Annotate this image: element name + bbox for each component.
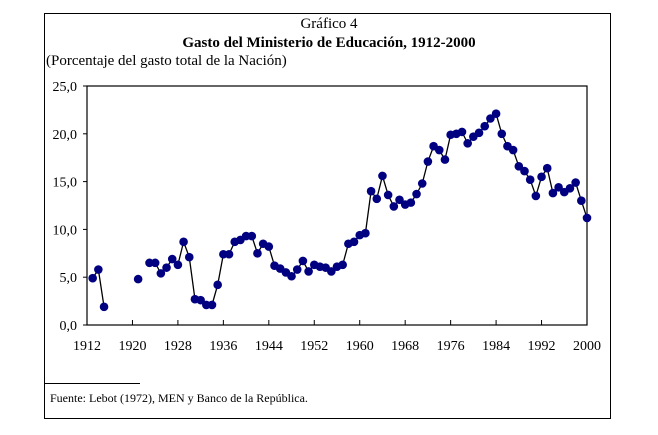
y-tick-label: 20,0 xyxy=(53,128,78,143)
x-tick-label: 1992 xyxy=(528,339,556,354)
series-line-segment xyxy=(149,112,588,306)
x-tick-label: 1944 xyxy=(255,339,283,354)
data-point-1993 xyxy=(542,163,552,173)
data-point-1942 xyxy=(253,249,262,258)
data-point-1966 xyxy=(389,202,399,211)
data-point-1935 xyxy=(213,280,222,290)
x-tick-label: 1960 xyxy=(346,339,374,354)
data-point-1970 xyxy=(412,189,421,199)
figure-kicker: Gráfico 4 xyxy=(300,16,358,32)
source-note: Fuente: Lebot (1972), MEN y Banco de la … xyxy=(50,391,308,405)
data-point-1983 xyxy=(486,114,495,123)
data-point-1924 xyxy=(150,258,160,268)
y-tick-label: 15,0 xyxy=(53,176,78,191)
data-point-1991 xyxy=(531,191,541,201)
data-point-1982 xyxy=(480,121,490,131)
data-point-1914 xyxy=(94,265,103,274)
data-point-1972 xyxy=(423,157,433,166)
source-divider xyxy=(44,383,140,384)
data-point-1949 xyxy=(292,265,302,274)
chart-title: Gasto del Ministerio de Educación, 1912-… xyxy=(182,35,476,51)
x-tick-label: 1928 xyxy=(164,339,192,354)
series-lines xyxy=(92,112,588,307)
x-tick-label: 1920 xyxy=(118,339,146,354)
axes xyxy=(86,85,588,326)
data-point-1987 xyxy=(508,145,518,155)
x-tick-label: 1984 xyxy=(482,339,510,354)
data-point-1965 xyxy=(383,190,393,200)
x-tick-label: 2000 xyxy=(573,339,601,354)
data-point-2000 xyxy=(582,213,592,223)
x-axis-ticks: 1912 1920 1928 1936 1944 1952 1960 1968 1976 1984… xyxy=(73,320,601,354)
data-point-1913 xyxy=(88,273,97,283)
data-point-1984 xyxy=(491,109,501,119)
data-point-1967 xyxy=(395,195,404,205)
data-point-1955 xyxy=(327,267,336,276)
data-point-1985 xyxy=(497,129,507,139)
x-tick-label: 1912 xyxy=(73,339,101,354)
plot-area-frame xyxy=(86,85,588,326)
data-point-1990 xyxy=(525,175,535,184)
data-point-1978 xyxy=(457,127,467,137)
data-point-1999 xyxy=(577,196,586,206)
data-point-1998 xyxy=(571,178,580,187)
x-tick-label: 1976 xyxy=(437,339,465,354)
data-point-1969 xyxy=(406,198,416,207)
data-point-1934 xyxy=(207,300,217,310)
data-point-1962 xyxy=(366,186,376,196)
series-markers xyxy=(88,109,592,312)
data-point-1948 xyxy=(287,271,296,281)
x-tick-label: 1952 xyxy=(300,339,328,354)
data-point-1981 xyxy=(474,128,484,138)
data-point-1997 xyxy=(565,183,575,193)
data-point-1957 xyxy=(338,260,347,270)
data-point-1932 xyxy=(196,295,205,305)
data-point-1989 xyxy=(520,166,529,176)
data-point-1959 xyxy=(349,237,359,247)
data-point-1951 xyxy=(304,267,313,276)
y-tick-label: 5,0 xyxy=(60,271,78,286)
data-point-1929 xyxy=(179,237,188,247)
x-tick-label: 1936 xyxy=(209,339,237,354)
data-point-1971 xyxy=(417,179,427,188)
data-point-1937 xyxy=(224,249,234,259)
data-point-1925 xyxy=(156,269,166,278)
data-point-1941 xyxy=(247,231,257,241)
y-tick-label: 25,0 xyxy=(53,80,78,95)
data-point-1979 xyxy=(463,139,472,148)
data-point-1927 xyxy=(167,254,177,264)
data-point-1992 xyxy=(537,172,546,182)
data-point-1961 xyxy=(361,228,370,238)
data-point-1964 xyxy=(378,171,387,181)
data-point-1988 xyxy=(514,162,524,171)
data-point-1926 xyxy=(162,263,171,272)
data-point-1915 xyxy=(99,302,109,312)
data-point-1930 xyxy=(184,252,194,262)
figure-frame xyxy=(44,13,611,419)
data-point-1928 xyxy=(173,260,183,270)
data-point-1974 xyxy=(434,145,444,155)
y-axis-ticks: 0,0 5,0 10,0 15,0 20,0 25,0 xyxy=(53,80,87,334)
y-tick-label: 10,0 xyxy=(53,223,78,238)
data-point-1995 xyxy=(554,183,563,192)
data-point-1975 xyxy=(440,155,450,164)
x-tick-label: 1968 xyxy=(391,339,419,354)
data-point-1994 xyxy=(548,188,558,198)
data-point-1921 xyxy=(133,274,143,284)
data-point-1950 xyxy=(298,256,308,266)
chart-subtitle: (Porcentaje del gasto total de la Nación… xyxy=(46,53,287,69)
data-point-1944 xyxy=(264,242,274,251)
y-tick-label: 0,0 xyxy=(60,319,78,334)
data-point-1963 xyxy=(372,194,382,204)
